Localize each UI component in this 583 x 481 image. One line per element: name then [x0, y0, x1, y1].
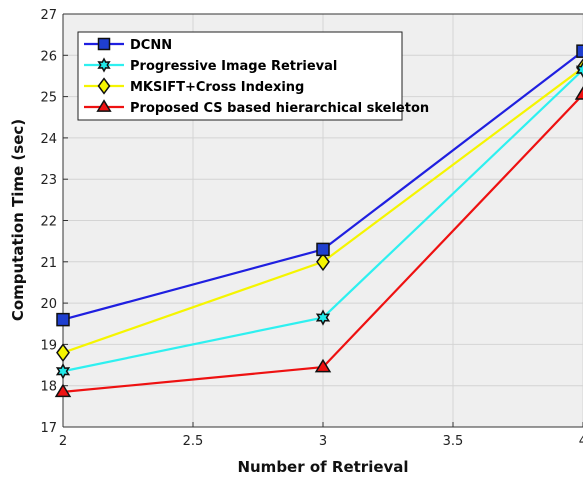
data-point	[314, 358, 332, 373]
x-tick-label: 2	[59, 434, 67, 449]
series-0	[56, 44, 583, 327]
data-point	[315, 309, 331, 326]
y-tick-label: 21	[40, 256, 57, 271]
data-point	[55, 363, 71, 380]
data-point	[574, 86, 583, 100]
legend-item: MKSIFT+Cross Indexing	[84, 77, 304, 95]
y-tick-label: 24	[40, 132, 57, 147]
data-point	[54, 383, 72, 398]
x-tick-label: 2.5	[183, 434, 204, 449]
legend-marker	[96, 99, 112, 112]
legend-box	[77, 31, 403, 121]
x-tick-labels: 2 2.5 3 3.5 4	[59, 434, 583, 449]
data-point	[316, 242, 330, 257]
legend-marker	[97, 77, 111, 95]
y-tick-labels: 17 18 19 20 21 22 23 24 25 26 27	[40, 8, 57, 436]
x-tick-label: 4	[579, 434, 583, 449]
series-1	[55, 61, 583, 380]
series-3	[54, 86, 583, 398]
y-axis-label: Computation Time (sec)	[9, 119, 27, 321]
y-tick-label: 23	[40, 173, 57, 188]
data-point	[316, 252, 330, 272]
legend-label: Proposed CS based hierarchical skeleton	[130, 101, 429, 116]
y-tick-label: 17	[40, 421, 57, 436]
legend-marker	[97, 37, 111, 51]
legend: DCNN Progressive Image Retrieval MKSIFT+Cr…	[77, 31, 429, 121]
series-group	[54, 44, 583, 398]
y-tick-label: 25	[40, 91, 57, 106]
y-tick-label: 22	[40, 215, 57, 230]
legend-label: DCNN	[130, 38, 172, 53]
x-tick-label: 3.5	[443, 434, 464, 449]
legend-item: Progressive Image Retrieval	[84, 57, 337, 74]
y-tick-label: 27	[40, 8, 57, 23]
data-point	[56, 343, 70, 363]
legend-marker	[97, 57, 111, 73]
legend-item: Proposed CS based hierarchical skeleton	[84, 99, 429, 116]
data-point	[56, 312, 70, 327]
data-point	[575, 61, 583, 78]
legend-label: MKSIFT+Cross Indexing	[130, 80, 304, 95]
x-axis-label: Number of Retrieval	[237, 458, 408, 476]
legend-label: Progressive Image Retrieval	[130, 59, 337, 74]
y-tick-label: 26	[40, 49, 57, 64]
x-tick-label: 3	[319, 434, 327, 449]
y-tick-label: 19	[40, 338, 57, 353]
data-point	[576, 44, 583, 58]
legend-item: DCNN	[84, 37, 172, 53]
y-tick-label: 18	[40, 380, 57, 395]
y-tick-label: 20	[40, 297, 57, 312]
